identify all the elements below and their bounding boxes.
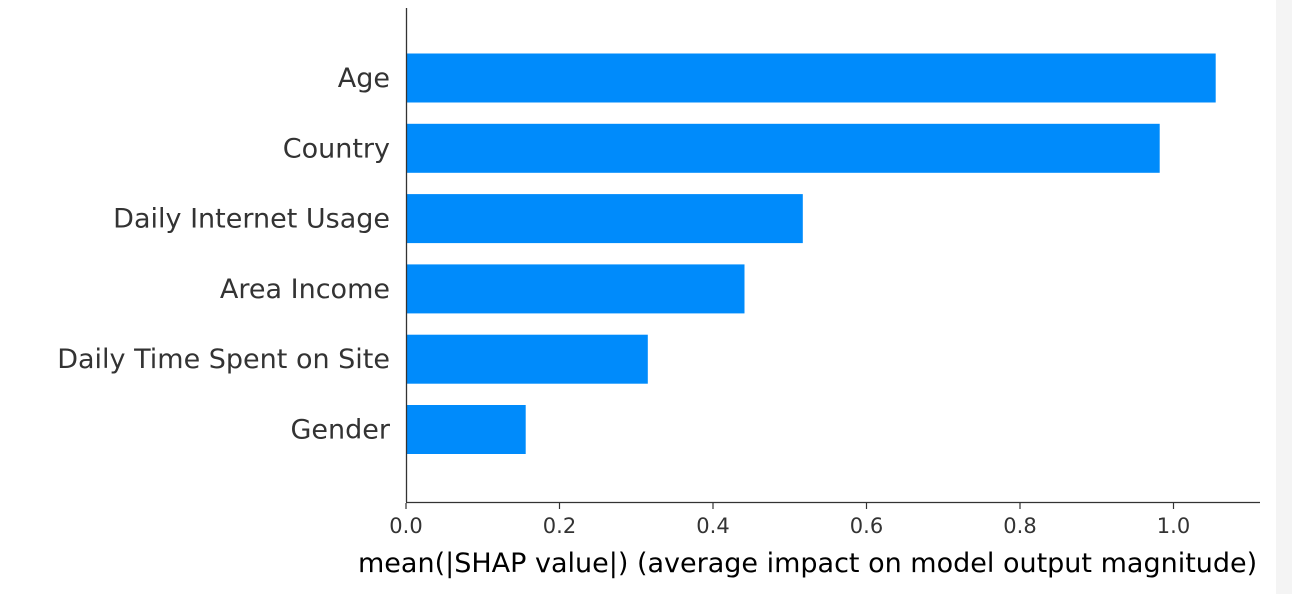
x-tick-label: 0.4	[696, 514, 729, 538]
category-label: Daily Internet Usage	[113, 204, 390, 235]
bar-area-income	[406, 264, 745, 314]
category-label: Daily Time Spent on Site	[57, 344, 390, 375]
bar-country	[406, 123, 1160, 173]
category-label: Country	[283, 133, 390, 164]
category-label: Area Income	[220, 274, 390, 305]
x-ticks: 0.0 0.2 0.4 0.6 0.8 1.0	[389, 503, 1190, 538]
bar-daily-internet-usage	[406, 194, 803, 244]
x-tick-label: 0.2	[543, 514, 576, 538]
x-tick-label: 1.0	[1157, 514, 1190, 538]
right-edge-strip	[1276, 0, 1292, 594]
bars	[406, 53, 1216, 454]
category-labels: Age Country Daily Internet Usage Area Incom…	[57, 63, 391, 446]
bar-daily-time-spent-on-site	[406, 334, 648, 384]
bar-gender	[406, 405, 526, 454]
bar-age	[406, 53, 1216, 103]
x-tick-label: 0.8	[1003, 514, 1036, 538]
x-axis-title: mean(|SHAP value|) (average impact on mo…	[358, 548, 1257, 579]
x-tick-label: 0.0	[389, 514, 422, 538]
category-label: Gender	[291, 415, 391, 446]
x-tick-label: 0.6	[850, 514, 883, 538]
category-label: Age	[338, 63, 390, 94]
